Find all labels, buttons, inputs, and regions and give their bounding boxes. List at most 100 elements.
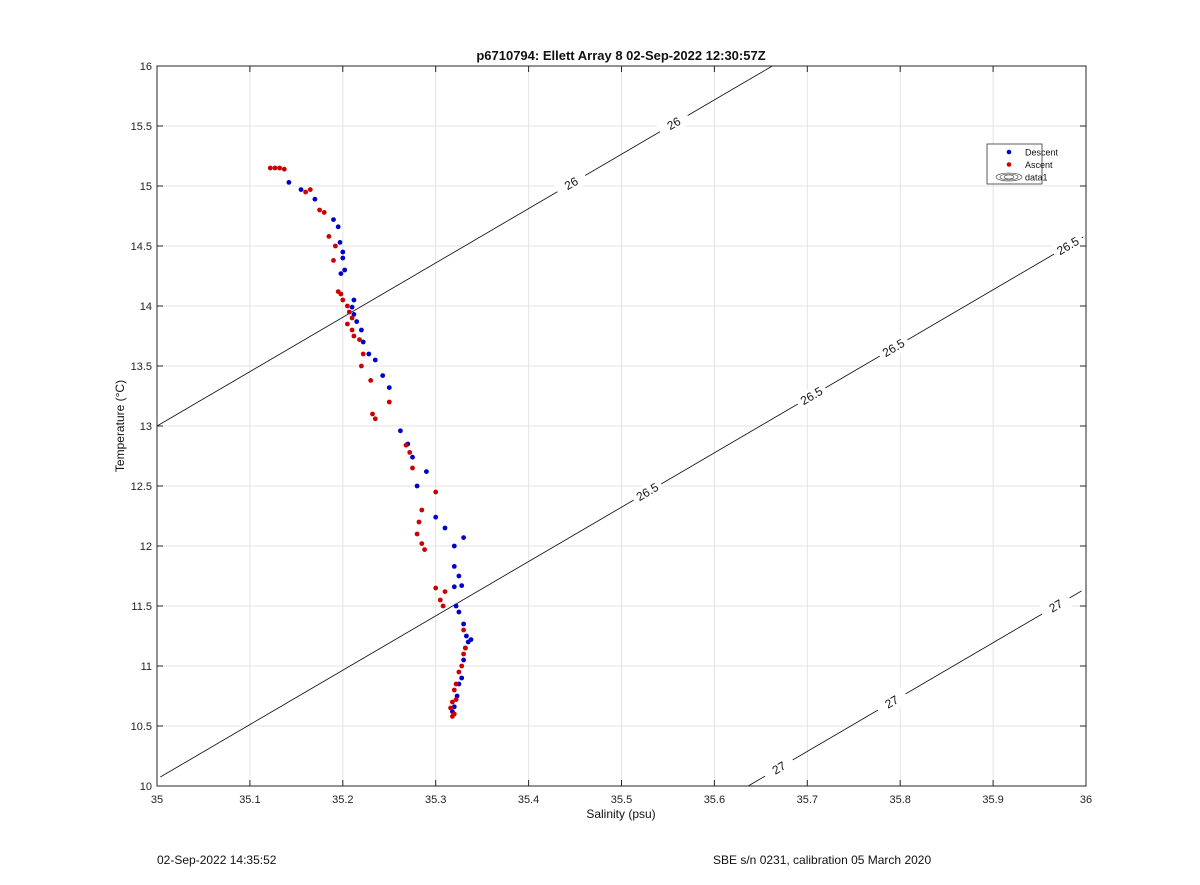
data-point-descent: [451, 543, 457, 549]
data-point-descent: [451, 564, 457, 569]
x-tick-label: 35.8: [889, 794, 910, 806]
y-tick-label: 10: [140, 781, 152, 793]
data-point-descent: [442, 525, 448, 531]
data-point-descent: [359, 327, 364, 333]
data-point-descent: [456, 573, 462, 579]
data-point-ascent: [461, 651, 466, 657]
y-tick-label: 11.5: [131, 601, 152, 613]
y-tick-label: 15: [140, 181, 152, 193]
series-descent: [286, 180, 474, 714]
x-tick-label: 35.6: [704, 794, 725, 806]
data-point-ascent: [338, 291, 344, 297]
x-tick-label: 36: [1080, 794, 1092, 806]
series-ascent: [267, 165, 468, 719]
isopycnal-label-bg: [1050, 231, 1086, 261]
data-point-descent: [335, 224, 341, 230]
data-point-ascent: [416, 519, 422, 525]
y-tick-label: 13: [140, 421, 152, 433]
data-point-ascent: [359, 363, 364, 369]
data-point-ascent: [419, 507, 425, 513]
y-tick-label: 11: [141, 661, 152, 673]
data-point-descent: [354, 319, 360, 324]
data-point-descent: [398, 428, 403, 434]
data-point-ascent: [459, 663, 465, 669]
axis-ticks: 35 35.1 35.2 35.3 35.4 35.5 35.6 35.7 35.8 35.9 36…: [131, 61, 1093, 806]
data-point-descent: [453, 603, 459, 609]
data-point-ascent: [448, 705, 453, 711]
y-tick-label: 10.5: [131, 721, 152, 733]
data-series: [267, 165, 474, 719]
data-point-descent: [451, 704, 457, 710]
data-point-descent: [451, 584, 457, 590]
isopycnal-label-bg: [629, 477, 666, 507]
data-point-descent: [464, 633, 469, 639]
data-point-ascent: [453, 697, 459, 702]
data-point-descent: [461, 621, 466, 627]
y-tick-label: 13.5: [131, 361, 152, 373]
data-point-ascent: [422, 547, 427, 552]
data-point-descent: [351, 297, 357, 303]
data-point-descent: [459, 675, 465, 681]
y-tick-label: 12.5: [131, 481, 152, 493]
isopycnal-label-bg: [1037, 591, 1074, 621]
isopycnal-label: 27: [882, 692, 901, 711]
data-point-ascent: [403, 442, 409, 448]
x-tick-label: 35.7: [797, 794, 818, 806]
data-point-descent: [298, 187, 304, 193]
data-point-descent: [468, 637, 474, 642]
data-point-descent: [414, 483, 420, 489]
legend-marker-ascent: [1006, 162, 1012, 167]
data-point-ascent: [410, 465, 415, 471]
x-tick-label: 35.4: [518, 794, 539, 806]
data-point-ascent: [461, 627, 466, 633]
data-point-ascent: [321, 210, 327, 215]
x-tick-label: 35.5: [611, 794, 632, 806]
data-point-ascent: [386, 399, 392, 405]
data-point-descent: [380, 373, 386, 378]
data-point-ascent: [345, 321, 350, 327]
x-tick-label: 35.9: [982, 794, 1003, 806]
legend-contour-icon: [995, 172, 1023, 182]
isopycnal-line: [160, 236, 1084, 778]
data-point-ascent: [303, 189, 308, 195]
y-tick-label: 16: [140, 61, 152, 73]
data-point-ascent: [437, 597, 443, 603]
data-point-descent: [342, 267, 348, 273]
x-tick-label: 35: [151, 794, 163, 806]
data-point-ascent: [351, 333, 357, 339]
legend-label-descent: Descent: [1025, 148, 1059, 158]
isopycnal-label: 26: [665, 114, 684, 133]
data-point-ascent: [442, 589, 448, 594]
chart-title: p6710794: Ellett Array 8 02-Sep-2022 12:…: [476, 48, 765, 63]
data-point-descent: [456, 609, 462, 615]
data-point-ascent: [372, 416, 378, 422]
data-point-descent: [372, 357, 378, 363]
data-point-ascent: [360, 351, 366, 357]
x-axis-label: Salinity (psu): [586, 807, 655, 821]
data-point-ascent: [349, 315, 355, 321]
data-point-ascent: [331, 258, 336, 263]
data-point-ascent: [451, 687, 457, 693]
data-point-ascent: [450, 699, 455, 705]
data-point-ascent: [440, 603, 446, 609]
data-point-ascent: [453, 681, 459, 687]
x-tick-label: 35.1: [239, 794, 260, 806]
data-point-descent: [340, 249, 346, 255]
data-point-ascent: [281, 166, 287, 172]
data-point-ascent: [450, 714, 455, 719]
footer-calibration: SBE s/n 0231, calibration 05 March 2020: [713, 853, 932, 867]
y-tick-label: 14.5: [131, 241, 152, 253]
y-tick-label: 14: [140, 301, 152, 313]
isopycnal-label-bg: [553, 168, 590, 199]
data-point-ascent: [272, 165, 278, 171]
legend-contour-icon: [1003, 174, 1015, 180]
data-point-descent: [459, 583, 465, 588]
data-point-ascent: [456, 669, 462, 675]
legend-label-ascent: Ascent: [1025, 160, 1053, 170]
data-point-ascent: [340, 297, 346, 303]
data-point-ascent: [317, 207, 322, 213]
data-point-ascent: [357, 337, 362, 342]
x-tick-label: 35.2: [332, 794, 353, 806]
